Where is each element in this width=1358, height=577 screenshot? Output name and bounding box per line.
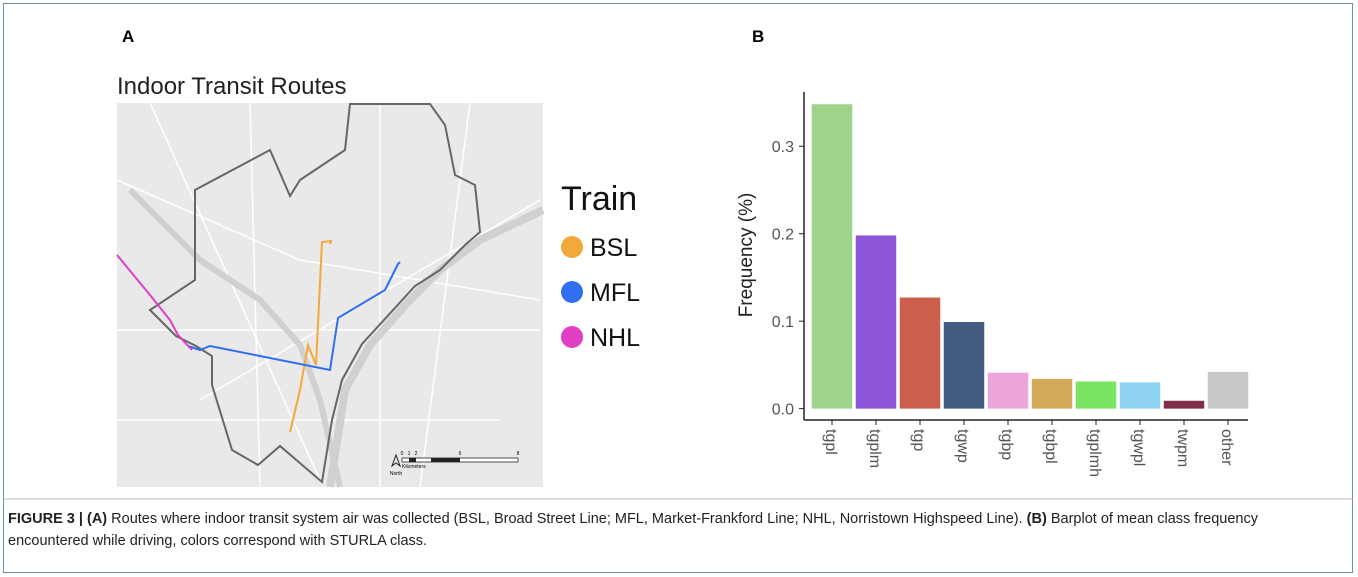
x-tick-label: other [1218,429,1235,466]
x-tick-label: tgwp [954,429,971,463]
panel-label: A [122,27,134,46]
figure-frame [3,3,1353,573]
y-tick-label: 0.0 [772,402,794,419]
north-arrow [390,453,402,468]
legend-label: BSL [590,234,637,262]
legend-title: Train [561,180,637,218]
y-tick-label: 0.3 [772,139,794,156]
bar [1207,371,1249,409]
scale-seg [431,458,460,462]
caption-figure: FIGURE 3 | [8,511,83,527]
caption-tag: (B) [1026,511,1047,527]
bar [855,235,897,409]
city-boundary [148,103,482,484]
bar [1163,400,1205,409]
x-tick-label: tgp [910,429,927,451]
scale-tick-label: 0 [401,451,404,457]
bar [1119,382,1161,409]
caption: FIGURE 3 | (A) Routes where indoor trans… [8,508,1338,552]
north-label: North [390,471,402,477]
map-title: Indoor Transit Routes [117,73,346,100]
y-tick-label: 0.2 [772,227,794,244]
figure: A Indoor Transit Routes North Kilometers… [4,27,1353,500]
y-axis-label: Frequency (%) [736,193,757,318]
legend-swatch [561,281,583,303]
scale-tick-label: 1 [408,451,411,457]
caption-tag: (A) [87,511,108,527]
legend-label: NHL [590,324,640,352]
x-tick-label: tgpl [822,429,839,455]
scale-bar [401,457,519,463]
x-tick-label: tgwpl [1130,429,1147,466]
caption-text: Barplot of mean class frequency encounte… [8,511,1258,549]
bar [899,297,941,409]
bar [943,322,985,409]
legend-swatch [561,236,583,258]
bar [987,372,1029,409]
route-mfl [187,261,401,372]
legend-swatch [561,326,583,348]
route-nhl [116,254,193,351]
panel-label: B [752,27,764,46]
x-tick-label: twpm [1174,429,1191,467]
x-tick-label: tgbpl [1042,429,1059,464]
scale-tick-label: 8 [517,451,520,457]
map [117,103,543,487]
river [127,187,343,488]
route-bsl [289,239,333,433]
scale-tick-label: 2 [415,451,418,457]
river [326,206,545,488]
scale-unit: Kilometers [402,464,426,470]
bar [1031,378,1073,409]
caption-text: Routes where indoor transit system air w… [107,511,1027,527]
scale-tick-label: 6 [459,451,462,457]
bar [811,104,853,409]
x-tick-label: tgplm [866,429,883,468]
x-tick-label: tgbp [998,429,1015,460]
legend-label: MFL [590,279,640,307]
bar [1075,381,1117,409]
y-tick-label: 0.1 [772,314,794,331]
scale-seg [409,458,416,462]
x-tick-label: tgplmh [1086,429,1103,477]
